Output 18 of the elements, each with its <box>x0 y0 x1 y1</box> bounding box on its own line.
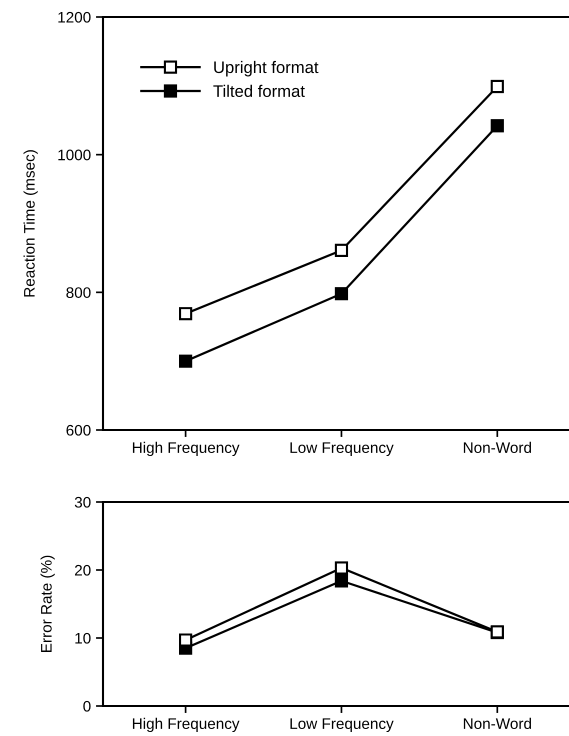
y-tick-label: 10 <box>75 632 91 644</box>
y-tick-label: 600 <box>66 424 91 436</box>
x-tick-label: Low Frequency <box>290 718 394 732</box>
y-tick-label: 30 <box>74 496 91 508</box>
y-axis-title: Error Rate (%) <box>40 556 55 652</box>
x-tick-label: Low Frequency <box>290 442 394 456</box>
y-tick-label: 1200 <box>58 12 91 23</box>
legend-label: Tilted format <box>213 84 305 98</box>
x-tick-label: High Frequency <box>132 718 240 732</box>
y-tick-label: 0 <box>83 700 91 712</box>
x-tick-label: High Frequency <box>132 442 240 456</box>
y-tick-label: 20 <box>74 564 91 576</box>
y-tick-label: 1000 <box>58 150 91 160</box>
y-tick-label: 800 <box>66 287 91 298</box>
y-axis-title: Reaction Time (msec) <box>24 150 38 297</box>
x-tick-label: Non-Word <box>464 718 531 730</box>
x-tick-label: Non-Word <box>464 442 531 454</box>
legend-label: Upright format <box>214 60 318 76</box>
